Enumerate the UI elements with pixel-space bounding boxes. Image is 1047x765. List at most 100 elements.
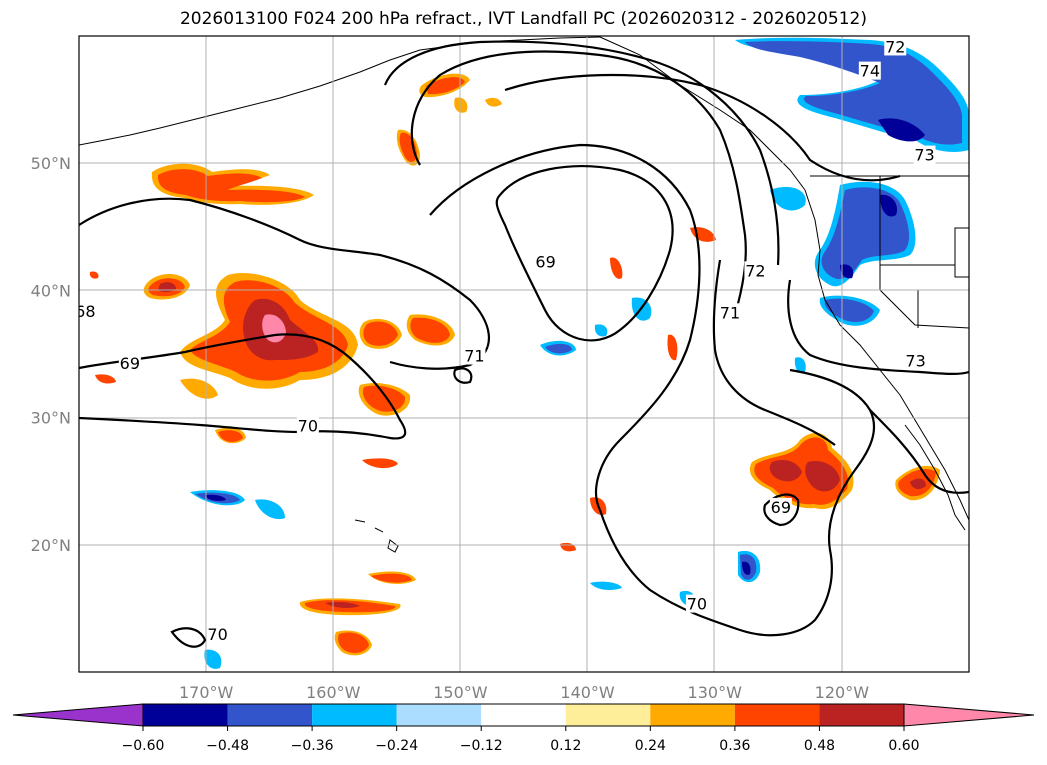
contour-label-bg — [118, 354, 141, 373]
warm-blob — [610, 257, 623, 279]
colorbar-segment — [312, 704, 397, 726]
contour-label-bg — [463, 346, 486, 365]
cool-blob — [880, 194, 898, 217]
contour-label: 69 — [120, 354, 140, 373]
warm-blob — [410, 317, 450, 343]
cool-blob — [205, 494, 226, 501]
colorbar-frame — [142, 703, 905, 727]
cool-blob — [590, 581, 622, 591]
contour-label-bg — [79, 302, 97, 321]
contour-line — [495, 165, 674, 342]
warm-blob — [805, 460, 840, 492]
refractivity-contours — [79, 40, 969, 648]
colorbar-tick-label: 0.36 — [719, 738, 750, 754]
latitude-label: 40°N — [31, 281, 71, 300]
contour-label-bg — [913, 145, 936, 164]
warm-blob — [89, 271, 99, 279]
colorbar-tick-label: −0.36 — [291, 738, 334, 754]
contour-line — [429, 143, 701, 511]
contour-label: 71 — [464, 347, 484, 366]
latitude-label: 30°N — [31, 409, 71, 428]
contour-line — [79, 197, 490, 370]
contour-label: 71 — [720, 303, 740, 322]
contour-label: 70 — [298, 417, 318, 436]
longitude-label: 160°W — [306, 683, 361, 702]
contour-label-bg — [206, 625, 229, 644]
contour-label-bg — [744, 261, 767, 280]
contour-line — [869, 409, 969, 494]
colorbar-segment — [143, 704, 228, 726]
warm-blob — [485, 97, 502, 107]
cool-blob — [794, 357, 806, 374]
colorbar-tick-label: 0.12 — [550, 738, 581, 754]
colorbar-segment — [481, 704, 566, 726]
contour-label-bg — [296, 416, 319, 435]
contour-line — [504, 73, 901, 182]
colorbar-segment — [396, 704, 482, 726]
contour-line — [79, 416, 301, 434]
contour-label-bg — [884, 37, 907, 56]
negative-anomaly-shading — [190, 37, 969, 669]
warm-blob — [363, 321, 398, 346]
warm-blob — [180, 378, 218, 399]
colorbar-segment — [819, 704, 904, 726]
warm-blob — [454, 97, 468, 113]
cool-blob — [840, 264, 854, 279]
contour-label: 69 — [771, 498, 791, 517]
contour-line — [712, 259, 836, 446]
contour-label-bg — [718, 303, 741, 322]
latitude-label: 50°N — [31, 154, 71, 173]
contour-label: 70 — [687, 595, 707, 614]
cool-blob — [204, 649, 222, 669]
contour-line — [598, 368, 875, 637]
map-title: 2026013100 F024 200 hPa refract., IVT La… — [179, 9, 867, 29]
contour-label: 69 — [535, 252, 555, 271]
warm-blob — [362, 458, 398, 469]
colorbar-extension-high — [903, 703, 1035, 727]
colorbar-segment — [565, 704, 651, 726]
warm-blob — [95, 374, 116, 384]
colorbar-segment — [227, 704, 313, 726]
bc-coast — [804, 189, 969, 521]
warm-blob — [338, 632, 369, 653]
contour-line — [410, 50, 747, 316]
colorbar-tick-label: 0.24 — [635, 738, 666, 754]
contour-line — [787, 279, 969, 375]
contour-line — [763, 493, 800, 527]
colorbar-segment — [734, 704, 820, 726]
contour-line — [453, 367, 473, 384]
latitude-labels: 50°N 40°N 30°N 20°N — [31, 154, 71, 555]
contour-label-bg — [904, 351, 927, 370]
contour-label-bg — [858, 61, 881, 80]
contour-label-bg — [685, 594, 708, 613]
contour-label: 70 — [207, 625, 227, 644]
contour-label: 74 — [860, 62, 880, 81]
warm-blob — [325, 602, 360, 608]
contour-label-bg — [769, 497, 792, 516]
colorbar-extension-low — [12, 703, 144, 727]
warm-blob — [769, 460, 802, 482]
warm-blob — [667, 334, 678, 361]
cool-blob — [824, 298, 874, 323]
warm-blob — [426, 77, 465, 95]
cool-blob — [770, 186, 806, 211]
cool-blob — [745, 41, 962, 145]
warm-blob — [218, 430, 243, 442]
warm-blob — [371, 573, 412, 583]
warm-blob — [157, 169, 305, 203]
cool-blob — [545, 343, 572, 354]
longitude-label: 120°W — [815, 683, 870, 702]
colorbar-tick-label: −0.60 — [122, 738, 165, 754]
longitude-label: 150°W — [433, 683, 488, 702]
map-panel: 72 74 73 69 72 71 73 71 69 68 70 69 70 70 — [79, 36, 969, 672]
contour-line — [383, 40, 780, 266]
cool-blob — [594, 324, 608, 337]
warm-blob — [910, 478, 926, 490]
contour-label: 72 — [885, 37, 905, 56]
cool-blob — [878, 118, 925, 142]
warm-blob — [362, 385, 406, 412]
contour-line — [79, 333, 407, 440]
contour-label-bg — [534, 252, 557, 271]
cool-blob — [255, 499, 285, 520]
